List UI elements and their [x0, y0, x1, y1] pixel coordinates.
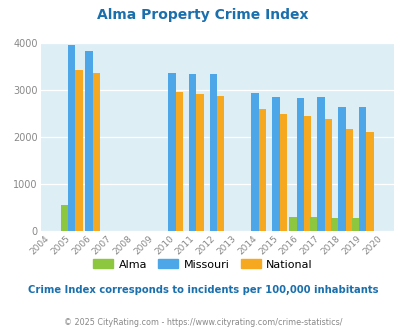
Legend: Alma, Missouri, National: Alma, Missouri, National	[88, 255, 317, 274]
Bar	[330, 218, 337, 231]
Bar	[209, 74, 217, 231]
Bar	[351, 218, 358, 231]
Bar	[337, 107, 345, 231]
Bar	[289, 217, 296, 231]
Bar	[258, 109, 265, 231]
Bar	[189, 74, 196, 231]
Bar	[175, 92, 183, 231]
Bar	[279, 115, 286, 231]
Bar	[85, 51, 92, 231]
Bar	[272, 96, 279, 231]
Bar	[196, 94, 203, 231]
Bar	[324, 119, 331, 231]
Bar	[358, 107, 365, 231]
Text: © 2025 CityRating.com - https://www.cityrating.com/crime-statistics/: © 2025 CityRating.com - https://www.city…	[64, 318, 341, 327]
Bar	[303, 116, 311, 231]
Bar	[309, 217, 317, 231]
Bar	[317, 97, 324, 231]
Bar	[296, 98, 303, 231]
Text: Crime Index corresponds to incidents per 100,000 inhabitants: Crime Index corresponds to incidents per…	[28, 285, 377, 295]
Bar	[75, 70, 83, 231]
Bar	[68, 45, 75, 231]
Bar	[251, 93, 258, 231]
Bar	[217, 96, 224, 231]
Bar	[61, 205, 68, 231]
Text: Alma Property Crime Index: Alma Property Crime Index	[97, 8, 308, 22]
Bar	[168, 73, 175, 231]
Bar	[92, 74, 100, 231]
Bar	[345, 129, 352, 231]
Bar	[365, 132, 373, 231]
